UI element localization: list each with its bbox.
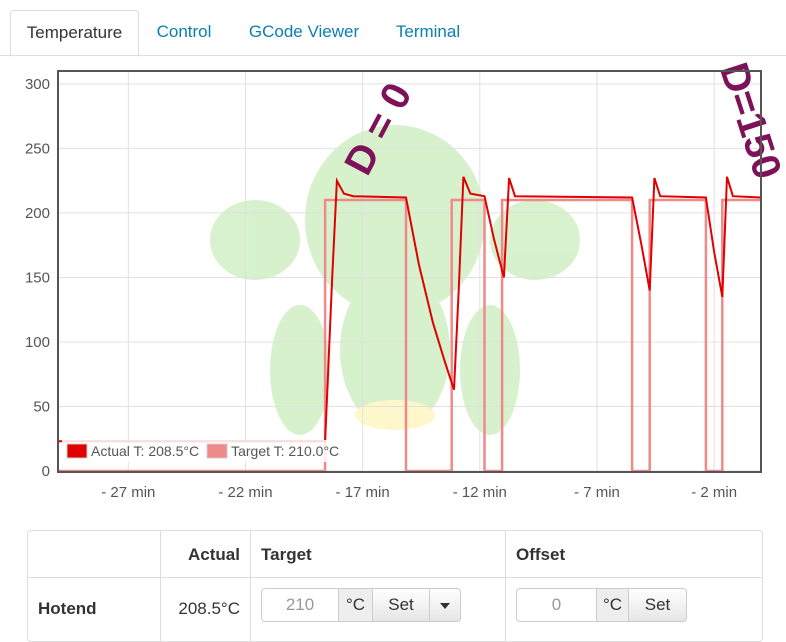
x-tick-label: - 22 min xyxy=(218,484,272,501)
y-tick-label: 150 xyxy=(25,269,50,286)
offset-input[interactable]: 0 xyxy=(516,588,597,622)
x-tick-label: - 17 min xyxy=(336,484,390,501)
header: Target xyxy=(261,545,312,564)
caret xyxy=(440,603,450,609)
header: Actual xyxy=(188,545,240,564)
set-button[interactable]: Set xyxy=(628,588,687,622)
row-divider xyxy=(28,577,762,578)
dropdown-button[interactable] xyxy=(429,588,461,622)
y-tick-label: 100 xyxy=(25,334,50,351)
tab[interactable]: Terminal xyxy=(395,22,461,41)
row-label: Hotend xyxy=(38,599,97,618)
legend-label: Target T: 210.0°C xyxy=(231,443,339,459)
column-divider xyxy=(160,531,161,641)
tab[interactable]: Temperature xyxy=(10,10,139,57)
set-button[interactable]: Set xyxy=(372,588,430,622)
y-tick-label: 250 xyxy=(25,140,50,157)
tab-divider xyxy=(0,55,786,56)
header: Offset xyxy=(516,545,566,564)
target-input[interactable]: 210 xyxy=(261,588,339,622)
legend-swatch xyxy=(66,443,88,459)
x-tick-label: - 7 min xyxy=(574,484,620,501)
column-divider xyxy=(250,531,251,641)
unit: °C xyxy=(596,588,629,622)
x-tick-label: - 27 min xyxy=(101,484,155,501)
series-line xyxy=(58,176,762,443)
watermark xyxy=(210,125,580,435)
tab[interactable]: GCode Viewer xyxy=(248,22,360,41)
legend: Actual T: 208.5°C Target T: 210.0°C xyxy=(62,440,344,462)
y-tick-label: 300 xyxy=(25,76,50,93)
unit: °C xyxy=(338,588,373,622)
column-divider xyxy=(505,531,506,641)
y-tick-label: 50 xyxy=(33,398,50,415)
chart: 0 50 100 150 200 250 300 - 27 min - 22 min - 17 m… xyxy=(25,58,786,501)
x-tick-label: - 2 min xyxy=(691,484,737,501)
actual-temp: 208.5°C xyxy=(178,599,240,618)
tab[interactable]: Control xyxy=(156,22,212,41)
plot-border xyxy=(57,70,762,473)
x-tick-label: - 12 min xyxy=(453,484,507,501)
y-tick-label: 0 xyxy=(42,463,50,480)
legend-background xyxy=(62,440,344,462)
legend-label: Actual T: 208.5°C xyxy=(91,443,199,459)
y-tick-label: 200 xyxy=(25,205,50,222)
series-line xyxy=(58,198,761,473)
legend-swatch xyxy=(206,443,228,459)
temperature-table: Actual Target Offset Hotend 208.5°C 210 … xyxy=(27,530,763,642)
